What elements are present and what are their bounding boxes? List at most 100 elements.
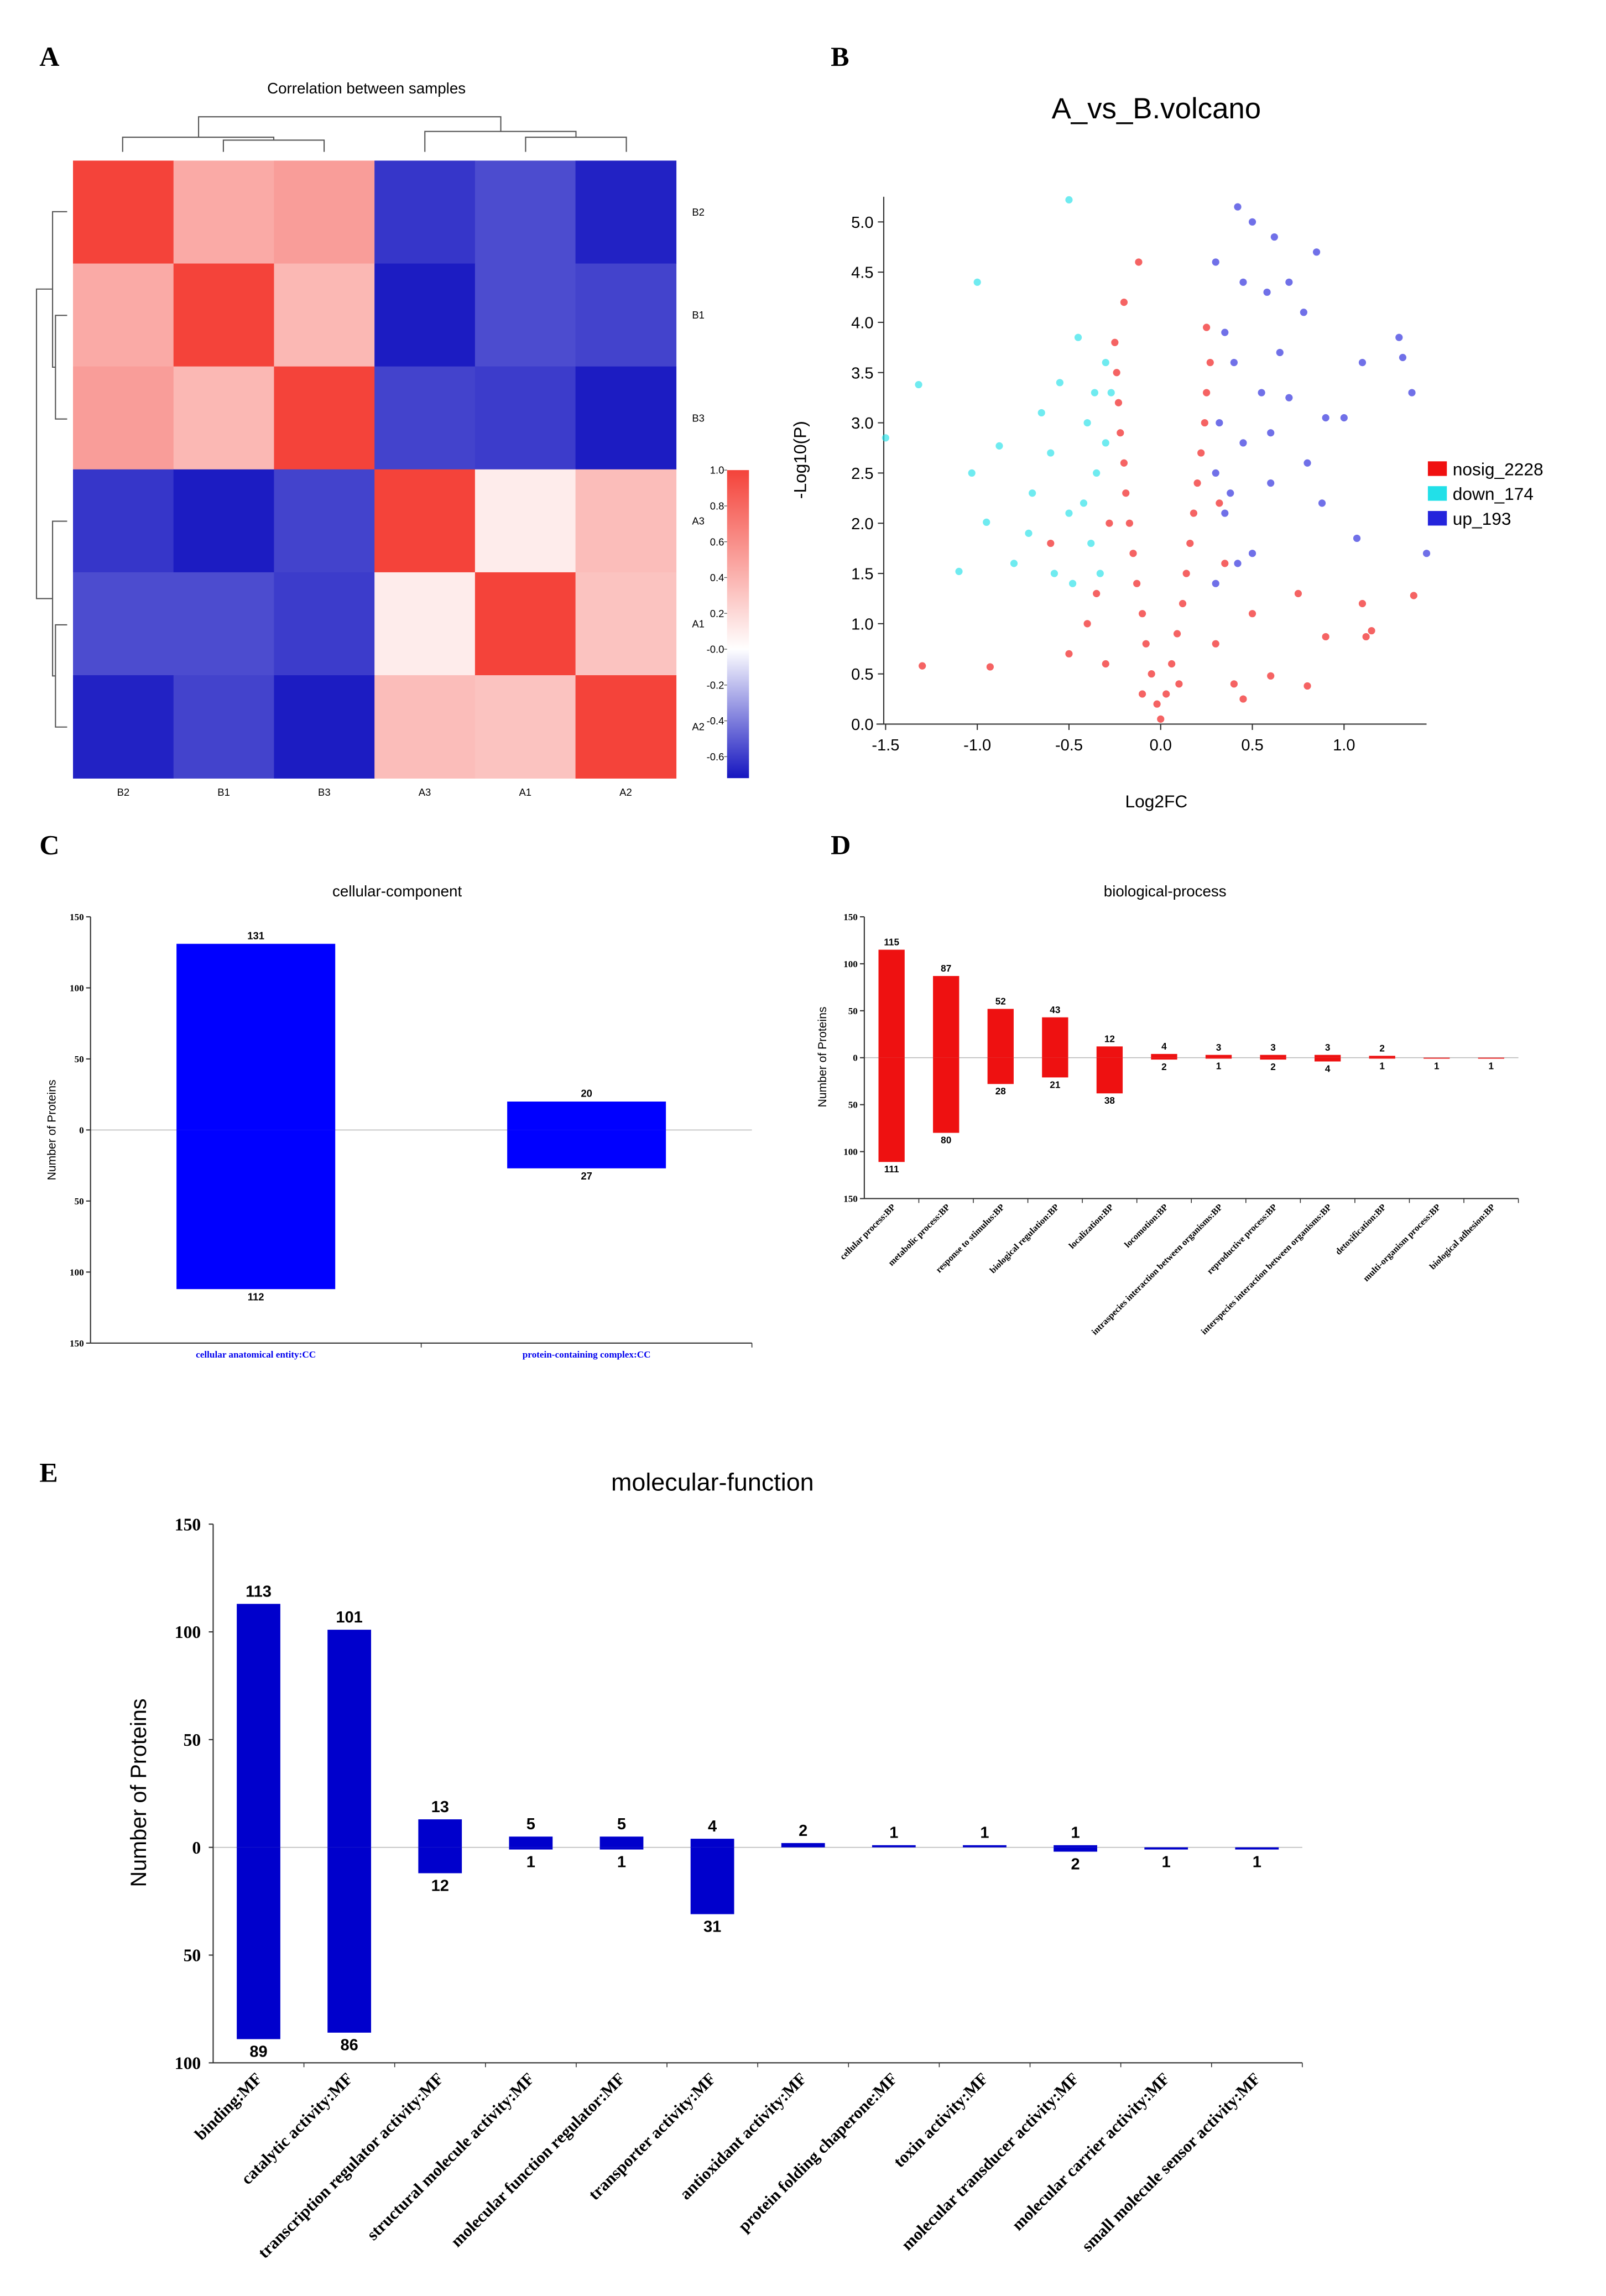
colorbar-tick-label: 0.4 <box>710 572 724 583</box>
value-label: 1 <box>1253 1854 1261 1871</box>
value-label: 4 <box>1161 1041 1167 1052</box>
row-label: B1 <box>692 309 705 321</box>
value-label: 3 <box>1270 1042 1276 1053</box>
column-label: A3 <box>419 786 431 798</box>
bar <box>507 1130 666 1168</box>
bar <box>327 1847 372 2033</box>
heatmap-cell <box>575 160 677 264</box>
value-label: 2 <box>1379 1043 1385 1054</box>
point <box>1358 359 1367 367</box>
y-tick-label: 50 <box>75 1196 84 1207</box>
panel-label: E <box>39 1457 58 1488</box>
point <box>1175 680 1183 688</box>
x-tick-label: molecular function regulator:MF <box>447 2069 629 2251</box>
heatmap-cell <box>575 366 677 470</box>
bar <box>1314 1055 1341 1058</box>
bar <box>1260 1057 1286 1060</box>
x-tick-label: molecular carrier activity:MF <box>1008 2069 1174 2235</box>
point <box>1230 359 1238 367</box>
value-label: 43 <box>1050 1004 1060 1015</box>
panel-label: C <box>39 829 59 860</box>
legend-label: down_174 <box>1453 484 1534 504</box>
point <box>1303 459 1311 467</box>
x-tick-label: -1.0 <box>963 737 991 754</box>
bar <box>1235 1847 1279 1850</box>
y-tick-label: 3.5 <box>851 364 873 382</box>
point <box>1212 640 1219 648</box>
point <box>1087 539 1095 547</box>
chart-title: Correlation between samples <box>267 80 466 97</box>
row-label: B3 <box>692 412 705 424</box>
heatmap-cell <box>173 572 275 676</box>
point <box>1285 278 1293 286</box>
point <box>1263 288 1271 296</box>
row-label: A3 <box>692 515 705 526</box>
heatmap-cell <box>575 263 677 367</box>
x-tick-label: transcription regulator activity:MF <box>254 2069 447 2262</box>
dendrogram-left <box>35 211 67 728</box>
y-tick-label: 100 <box>70 983 84 993</box>
point <box>1074 333 1082 341</box>
column-label: B1 <box>217 786 230 798</box>
heatmap-cell <box>575 469 677 573</box>
point <box>1037 409 1045 417</box>
point <box>1318 499 1326 507</box>
column-label: B3 <box>318 786 331 798</box>
y-tick-label: 0 <box>79 1125 84 1135</box>
point <box>1096 570 1104 577</box>
value-label: 1 <box>1216 1060 1222 1071</box>
colorbar-tick-label: 1.0 <box>710 465 724 476</box>
dendrogram-top <box>122 116 627 152</box>
value-label: 1 <box>1162 1854 1171 1871</box>
point <box>1114 399 1123 406</box>
point <box>1267 479 1275 487</box>
heatmap-cell <box>474 675 576 779</box>
bar <box>1478 1057 1504 1059</box>
heatmap-cell <box>474 160 576 264</box>
point <box>1173 630 1181 638</box>
point <box>1190 509 1198 517</box>
point <box>1322 414 1329 422</box>
y-tick-label: 4.0 <box>851 315 873 332</box>
x-tick-label: cellular process:BP <box>837 1202 897 1261</box>
point <box>1102 660 1109 668</box>
x-tick-label: structural molecule activity:MF <box>363 2069 538 2244</box>
value-label: 101 <box>336 1609 362 1626</box>
point <box>1133 580 1141 587</box>
y-tick-label: 100 <box>70 1267 84 1277</box>
legend-swatch <box>1427 486 1447 501</box>
heatmap-cell <box>374 572 476 676</box>
heatmap-cell <box>274 160 375 264</box>
heatmap-cell <box>374 263 476 367</box>
point <box>1203 389 1211 396</box>
heatmap-cell <box>173 469 275 573</box>
legend-swatch <box>1427 511 1447 526</box>
value-label: 12 <box>1104 1034 1115 1045</box>
bar <box>690 1847 734 1914</box>
point <box>1182 570 1190 577</box>
heatmap-cell <box>73 263 174 367</box>
point <box>1410 592 1417 599</box>
point <box>1340 414 1348 422</box>
y-tick-label: 50 <box>184 1730 201 1750</box>
y-axis-label: Number of Proteins <box>816 1006 829 1107</box>
point <box>1168 660 1176 668</box>
heatmap-cell <box>374 469 476 573</box>
point <box>1221 328 1229 336</box>
point <box>1197 449 1205 457</box>
point <box>1216 499 1223 507</box>
value-label: 1 <box>980 1824 989 1842</box>
bar <box>1151 1057 1177 1060</box>
bar <box>507 1102 666 1130</box>
heatmap-cell <box>274 469 375 573</box>
bar <box>1423 1057 1450 1059</box>
y-tick-label: 50 <box>848 1100 858 1110</box>
y-tick-label: 50 <box>75 1054 84 1064</box>
bar <box>933 975 960 1058</box>
point <box>1203 323 1211 331</box>
y-tick-label: 5.0 <box>851 214 873 232</box>
value-label: 38 <box>1104 1095 1115 1106</box>
point <box>1312 248 1321 256</box>
point <box>1117 429 1124 437</box>
y-tick-label: 2.0 <box>851 515 873 533</box>
